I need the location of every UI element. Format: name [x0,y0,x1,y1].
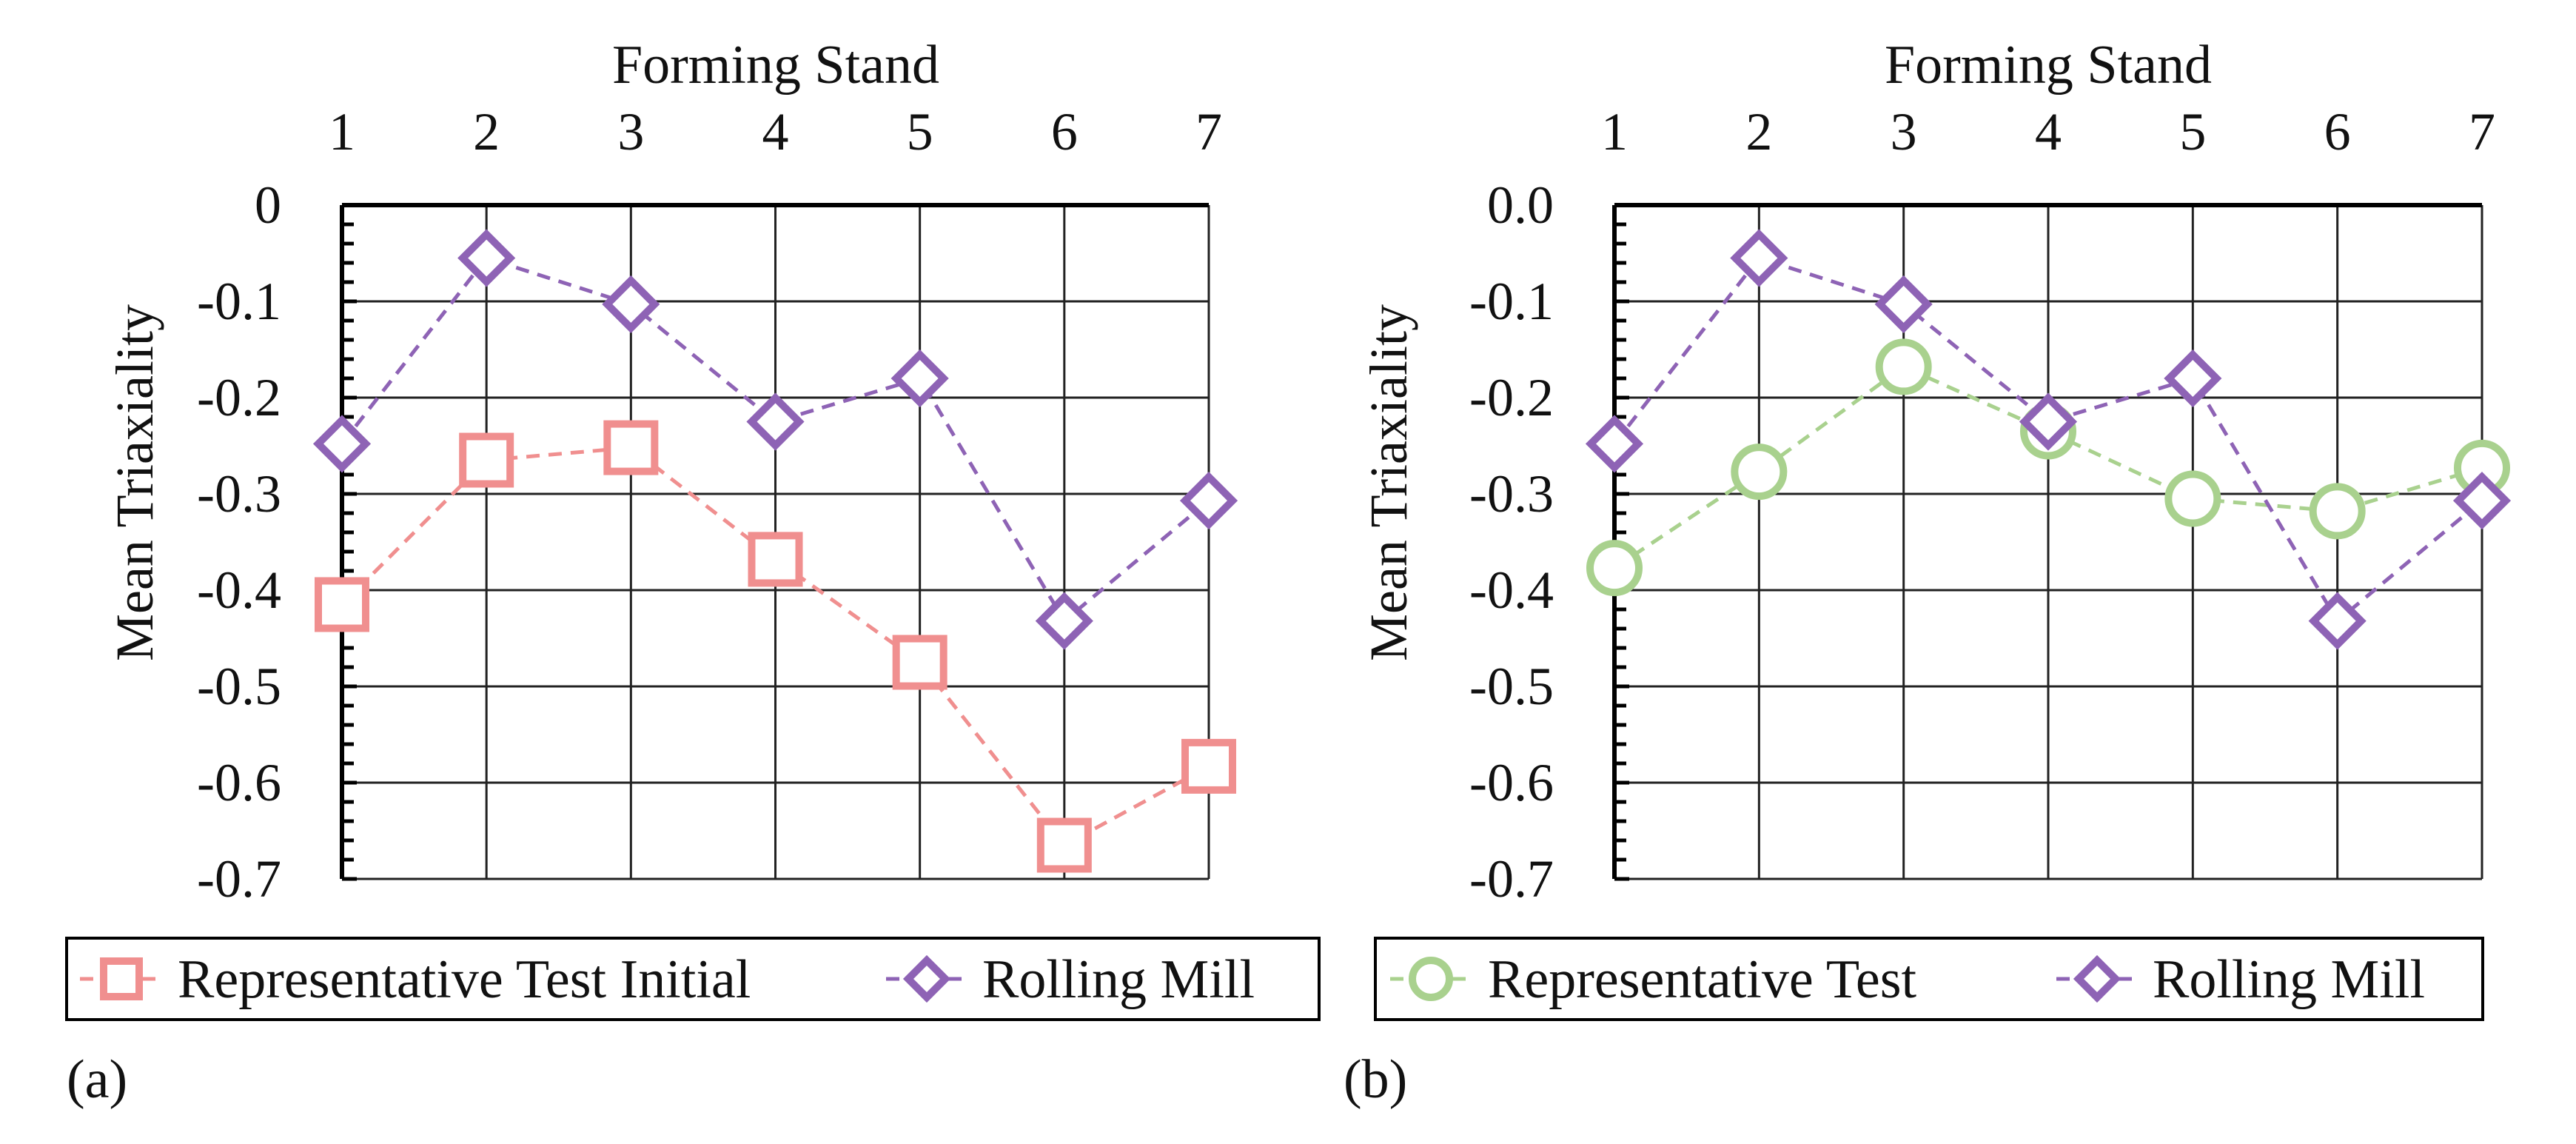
panel-b-series-1-point-6 [2452,472,2512,530]
panel-b: 1 2 3 4 5 6 7 0.0 -0.1 -0.2 -0.3 -0.4 -0.5 -0.6 -0.7 F… [1344,35,2512,1110]
panel-a-label: (a) [67,1049,127,1110]
panel-a-labels: Forming Stand Mean Triaxiality (a) [67,35,939,1110]
panel-b-y-tick-label-6: -0.6 [1469,753,1554,812]
panel-b-x-tick-label-1: 2 [1745,102,1772,161]
panel-a-series-0-point-0 [315,577,369,632]
panel-b-y-tick-label-5: -0.5 [1469,657,1554,716]
panel-a: 1 2 3 4 5 6 7 0 -0.1 -0.2 -0.3 -0.4 -0.5 -0.6 -0.7 For… [65,35,1321,1110]
panel-a-series [312,229,1238,873]
panel-a-series-1-point-5 [1035,592,1093,650]
panel-a-series-1-point-6 [1179,472,1238,530]
panel-a-x-tick-label-4: 5 [907,102,933,161]
panel-b-label: (b) [1344,1049,1407,1110]
panel-b-x-tick-label-4: 5 [2179,102,2206,161]
panel-a-y-tick-label-1: -0.1 [197,272,281,331]
panel-a-x-tick-label-6: 7 [1195,102,1222,161]
panel-b-y-tick-label-7: -0.7 [1469,849,1554,909]
panel-a-series-1-point-3 [746,392,805,451]
panel-b-legend: Representative Test Rolling Mill [1374,937,2484,1021]
panel-a-legend-label-1: Rolling Mill [982,949,1255,1010]
panel-b-y-axis-label: Mean Triaxiality [1359,304,1418,661]
panel-b-y-tick-label-1: -0.1 [1469,272,1554,331]
panel-a-legend-box [65,937,1321,1021]
panel-b-labels: Forming Stand Mean Triaxiality (b) [1344,35,2212,1110]
panel-a-legend-marker-0 [100,957,143,1000]
panel-a-x-tick-label-2: 3 [617,102,644,161]
panel-b-y-tick-label-2: -0.2 [1469,368,1554,427]
panel-b-x-tick-label-2: 3 [1891,102,1917,161]
panel-b-series-1-point-2 [1874,275,1933,333]
panel-a-legend-marker-1 [902,954,951,1003]
panel-a-x-tick-label-0: 1 [329,102,355,161]
panel-a-y-tick-label-5: -0.5 [197,657,281,716]
panel-b-x-tick-label-5: 6 [2324,102,2351,161]
panel-b-series [1585,229,2512,650]
panel-b-y-tick-label-3: -0.3 [1469,464,1554,524]
panel-b-legend-box [1374,937,2484,1021]
panel-a-series-0-point-3 [748,532,803,587]
panel-a-y-tick-label-7: -0.7 [197,849,281,909]
panel-b-title: Forming Stand [1885,35,2212,96]
panel-b-series-1-point-0 [1585,415,1644,473]
panel-b-series-0-point-1 [1731,444,1788,501]
panel-b-series-0-point-4 [2164,470,2221,527]
panel-a-series-1-point-2 [602,275,660,333]
panel-b-x-tick-label-3: 4 [2035,102,2062,161]
panel-b-legend-marker-1 [2073,954,2121,1003]
panel-a-legend: Representative Test Initial Rolling Mill [65,937,1321,1021]
panel-a-axes: 1 2 3 4 5 6 7 0 -0.1 -0.2 -0.3 -0.4 -0.5 -0.6 -0.7 [197,102,1222,909]
panel-a-series-1-point-0 [312,415,372,473]
panel-b-y-tick-label-4: -0.4 [1469,561,1554,620]
panel-a-series-0-point-1 [459,432,514,488]
panel-b-legend-label-1: Rolling Mill [2153,949,2425,1010]
panel-a-series-0-point-4 [892,635,947,690]
panel-a-series-1-point-4 [890,349,949,408]
panel-b-series-1-point-4 [2164,349,2222,408]
panel-b-series-0-point-0 [1586,540,1643,597]
panel-a-x-tick-label-1: 2 [473,102,500,161]
panel-b-series-1-point-1 [1730,229,1788,287]
panel-b-series-0-point-5 [2309,483,2366,540]
panel-a-legend-label-0: Representative Test Initial [178,949,751,1010]
panel-b-y-tick-label-0: 0.0 [1487,175,1554,235]
panel-b-legend-marker-0 [1409,957,1453,1001]
panel-a-y-tick-label-2: -0.2 [197,368,281,427]
panel-a-y-tick-label-3: -0.3 [197,464,281,524]
panel-b-series-1-point-3 [2019,392,2078,451]
panel-b-axes: 1 2 3 4 5 6 7 0.0 -0.1 -0.2 -0.3 -0.4 -0.5 -0.6 -0.7 [1469,102,2495,909]
panel-b-series-1-point-5 [2308,592,2367,650]
panel-a-x-tick-label-5: 6 [1051,102,1078,161]
panel-b-x-tick-label-6: 7 [2469,102,2495,161]
panel-a-series-0-point-2 [603,420,659,475]
panel-a-y-tick-label-6: -0.6 [197,753,281,812]
panel-a-y-tick-label-0: 0 [255,175,281,235]
panel-b-series-0-point-2 [1875,338,1932,395]
panel-a-series-0-point-5 [1036,817,1092,873]
panel-a-y-axis-label: Mean Triaxiality [105,304,164,661]
panel-a-y-tick-label-4: -0.4 [197,561,281,620]
panel-a-series-1-point-1 [457,229,516,287]
panel-b-legend-label-0: Representative Test [1488,949,1917,1010]
panel-a-x-tick-label-3: 4 [762,102,789,161]
panel-a-series-0-point-6 [1181,738,1236,794]
panel-b-x-tick-label-0: 1 [1601,102,1628,161]
panel-a-title: Forming Stand [612,35,939,96]
